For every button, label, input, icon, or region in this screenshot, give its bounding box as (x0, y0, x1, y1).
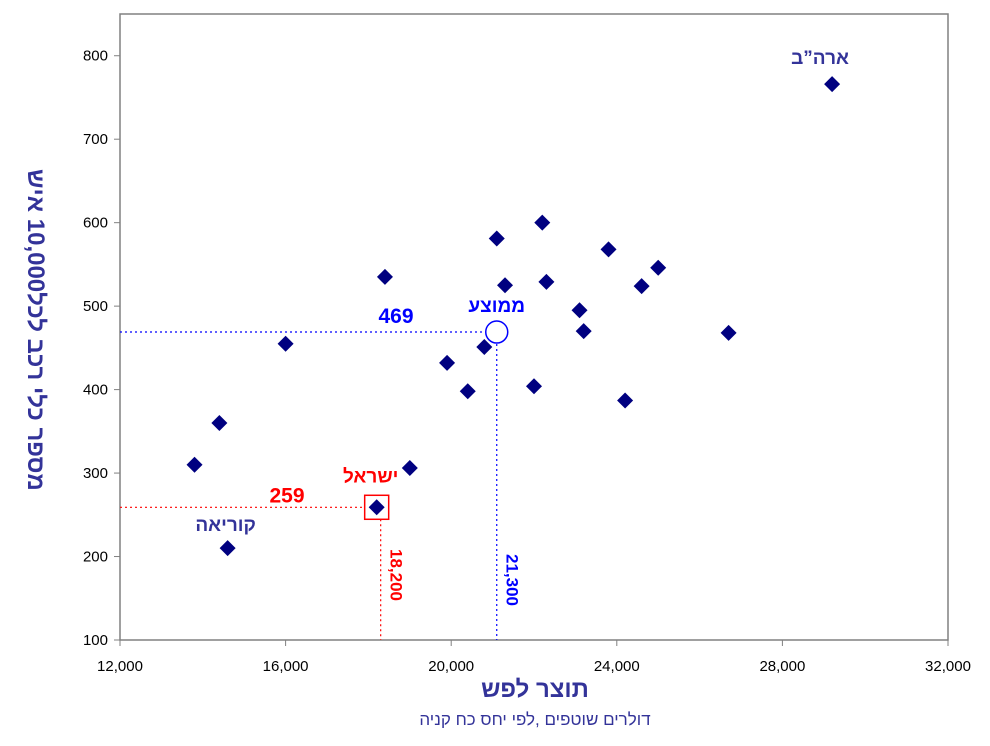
x-tick-label: 12,000 (97, 658, 143, 675)
average-x-value: 21,300 (503, 554, 522, 606)
data-point (459, 383, 476, 400)
data-point (439, 354, 456, 371)
data-point (824, 76, 841, 93)
data-point (376, 268, 393, 285)
data-point (633, 278, 650, 295)
data-point (368, 499, 385, 516)
israel-marker (363, 494, 390, 521)
data-point (401, 460, 418, 477)
country-label: ארה”ב (791, 48, 849, 69)
data-point (497, 277, 514, 294)
data-point (186, 456, 203, 473)
annotations: ממוצע 469 21,300 ישראל 259 18,200 קוריאה ארה”ב (195, 48, 849, 606)
y-tick-label: 300 (83, 465, 108, 482)
data-point (650, 259, 667, 276)
y-tick-label: 700 (83, 131, 108, 148)
y-tick-label: 500 (83, 298, 108, 315)
israel-x-value: 18,200 (387, 549, 406, 601)
data-point (720, 324, 737, 341)
x-axis: 12,000 16,000 20,000 24,000 28,000 32,000 (97, 640, 971, 675)
x-axis-title: תוצר לפש (481, 676, 589, 703)
country-label: קוריאה (195, 515, 256, 536)
y-tick-label: 100 (83, 632, 108, 649)
israel-y-value: 259 (269, 484, 304, 507)
data-point (211, 414, 228, 431)
data-point (277, 335, 294, 352)
x-axis-subtitle: דולרים שוטפים ,לפי יחס כח קניה (419, 710, 650, 729)
y-tick-label: 600 (83, 215, 108, 232)
data-points (186, 76, 841, 557)
x-tick-label: 28,000 (759, 658, 805, 675)
y-axis: 100 200 300 400 500 600 700 800 (83, 48, 120, 649)
average-y-value: 469 (378, 305, 413, 328)
data-point (571, 302, 588, 319)
plot-area (119, 13, 949, 641)
data-point (575, 323, 592, 340)
average-label: ממוצע (468, 296, 525, 317)
data-point (488, 230, 505, 247)
x-tick-label: 16,000 (263, 658, 309, 675)
data-point (538, 273, 555, 290)
plot-frame (119, 13, 949, 641)
data-point (219, 540, 236, 557)
data-point (617, 392, 634, 409)
y-tick-label: 800 (83, 48, 108, 65)
y-axis-title: מספר כלי רכב לכל10,000 איש (22, 169, 49, 491)
y-tick-label: 200 (83, 549, 108, 566)
israel-label: ישראל (343, 466, 398, 487)
y-tick-label: 400 (83, 382, 108, 399)
x-tick-label: 20,000 (428, 658, 474, 675)
data-point (476, 339, 493, 356)
x-tick-label: 32,000 (925, 658, 971, 675)
data-point (534, 214, 551, 231)
average-marker (484, 320, 509, 344)
data-point (526, 378, 542, 395)
data-point (600, 241, 617, 258)
reference-lines (120, 331, 498, 640)
x-tick-label: 24,000 (594, 658, 640, 675)
